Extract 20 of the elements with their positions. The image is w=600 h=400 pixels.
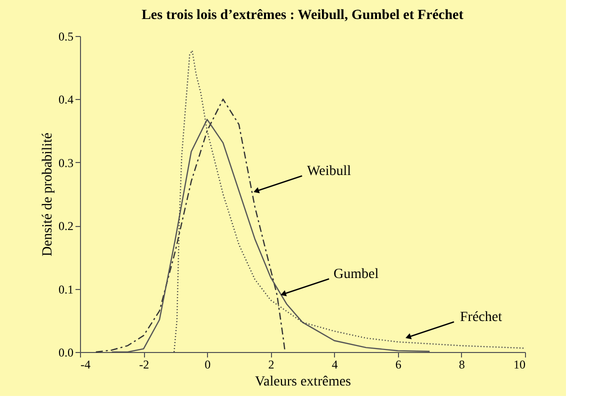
- x-tick-label: 0: [204, 358, 211, 372]
- x-tick-label: -4: [80, 358, 90, 372]
- x-axis-title: Valeurs extrêmes: [254, 374, 352, 390]
- x-tick-label: 4: [332, 358, 338, 372]
- x-tick-label: 2: [268, 358, 274, 372]
- x-tick-label: -2: [139, 358, 150, 372]
- y-tick-label: 0.2: [58, 219, 74, 234]
- x-tick-label: 8: [458, 358, 465, 372]
- y-tick-label: 0.4: [58, 92, 74, 107]
- chart-title: Les trois lois d’extrêmes : Weibull, Gumbel et Fréchet: [142, 8, 464, 23]
- y-axis-title: Densité de probabilité: [40, 132, 56, 256]
- y-tick-label: 0.1: [58, 282, 74, 296]
- x-tick-label: 6: [395, 358, 402, 372]
- y-tick-label: 0.0: [58, 346, 74, 360]
- y-tick-label: 0.3: [58, 156, 74, 170]
- annotation: Fréchet: [460, 310, 502, 325]
- annotation: Gumbel: [334, 266, 379, 282]
- y-tick-label: 0.5: [58, 30, 74, 44]
- annotation: Weibull: [307, 164, 352, 179]
- x-tick-label: 10: [514, 358, 526, 372]
